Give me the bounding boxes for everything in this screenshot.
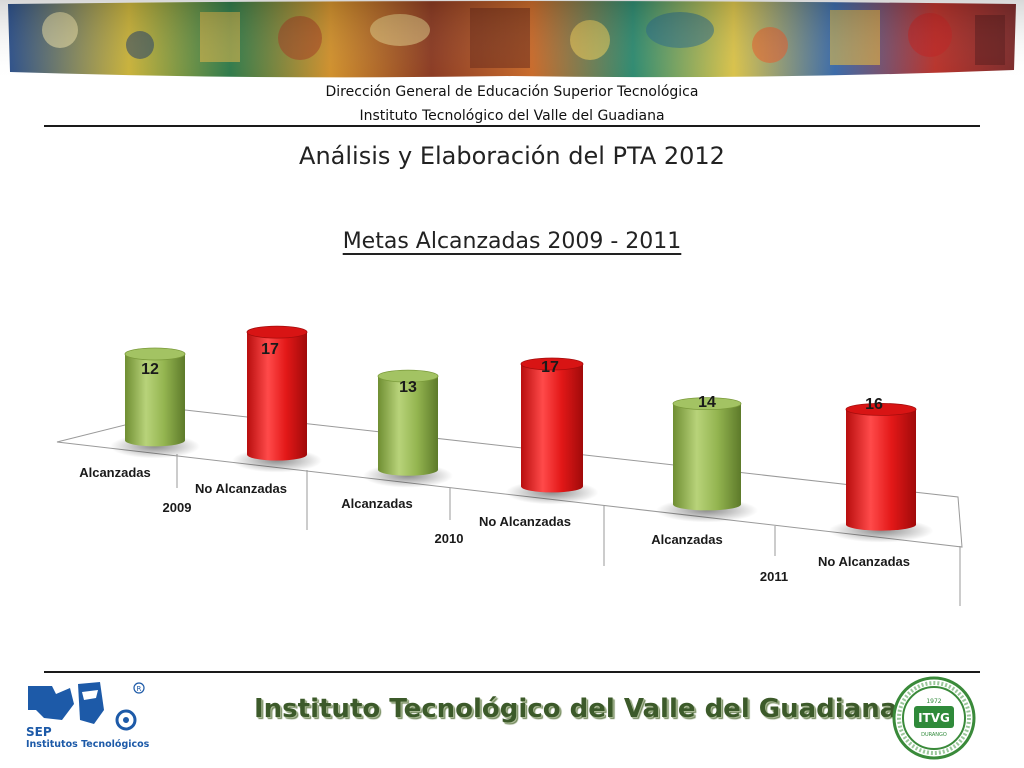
- bar-cylinder-body: [521, 364, 583, 493]
- chart-bars: 12 17 13 17 14 16: [110, 325, 934, 543]
- category-label: No Alcanzadas: [479, 514, 571, 529]
- category-label: Alcanzadas: [651, 532, 723, 547]
- bar-cylinder-top: [520, 357, 584, 371]
- sep-logo-subtext: Institutos Tecnológicos: [26, 739, 150, 750]
- category-label: Alcanzadas: [79, 465, 151, 480]
- data-label: 14: [698, 394, 716, 411]
- chart-floor: [56, 409, 963, 606]
- seal-initials: ITVG: [918, 711, 950, 725]
- bar-cylinder-top: [377, 369, 439, 383]
- bottom-divider: [44, 671, 980, 673]
- header-institute: Instituto Tecnológico del Valle del Guad…: [359, 108, 665, 124]
- bar-cylinder-top: [672, 397, 742, 411]
- bar-cylinder-top: [845, 403, 917, 416]
- mural-banner: [0, 0, 1024, 82]
- bar-cylinder-top: [124, 347, 186, 361]
- category-label: No Alcanzadas: [195, 481, 287, 496]
- itvg-seal-logo: ITVG 1972 DURANGO: [892, 676, 976, 760]
- category-label: Alcanzadas: [341, 496, 413, 511]
- data-label: 12: [141, 361, 159, 378]
- bar-cylinder-top: [246, 325, 308, 339]
- bar-cylinder-body: [247, 332, 307, 461]
- data-label: 17: [541, 359, 559, 376]
- page-title: Análisis y Elaboración del PTA 2012: [299, 142, 725, 170]
- category-label: No Alcanzadas: [818, 554, 910, 569]
- data-label: 13: [399, 379, 417, 396]
- footer-institution-name: Instituto Tecnológico del Valle del Guad…: [254, 694, 898, 724]
- seal-city: DURANGO: [921, 732, 947, 738]
- top-divider: [44, 125, 980, 127]
- svg-text:R: R: [137, 685, 142, 693]
- bar-cylinder-body: [378, 376, 438, 476]
- group-year-label: 2009: [163, 500, 192, 515]
- chart-axis-labels: Alcanzadas No Alcanzadas Alcanzadas No Alca…: [79, 465, 910, 584]
- sep-logo-text: SEP: [26, 725, 52, 739]
- data-label: 16: [865, 396, 883, 413]
- bar-cylinder-body: [125, 353, 185, 447]
- header-directorate: Dirección General de Educación Superior …: [325, 84, 699, 100]
- sep-logo: R SEP Institutos Tecnológicos: [26, 682, 150, 750]
- bar-cylinder-body: [846, 409, 916, 531]
- data-label: 17: [261, 341, 279, 358]
- bar-cylinder-body: [673, 403, 741, 511]
- seal-year: 1972: [926, 698, 941, 705]
- group-year-label: 2010: [435, 531, 464, 546]
- chart-title: Metas Alcanzadas 2009 - 2011: [342, 229, 682, 254]
- group-year-label: 2011: [760, 569, 788, 584]
